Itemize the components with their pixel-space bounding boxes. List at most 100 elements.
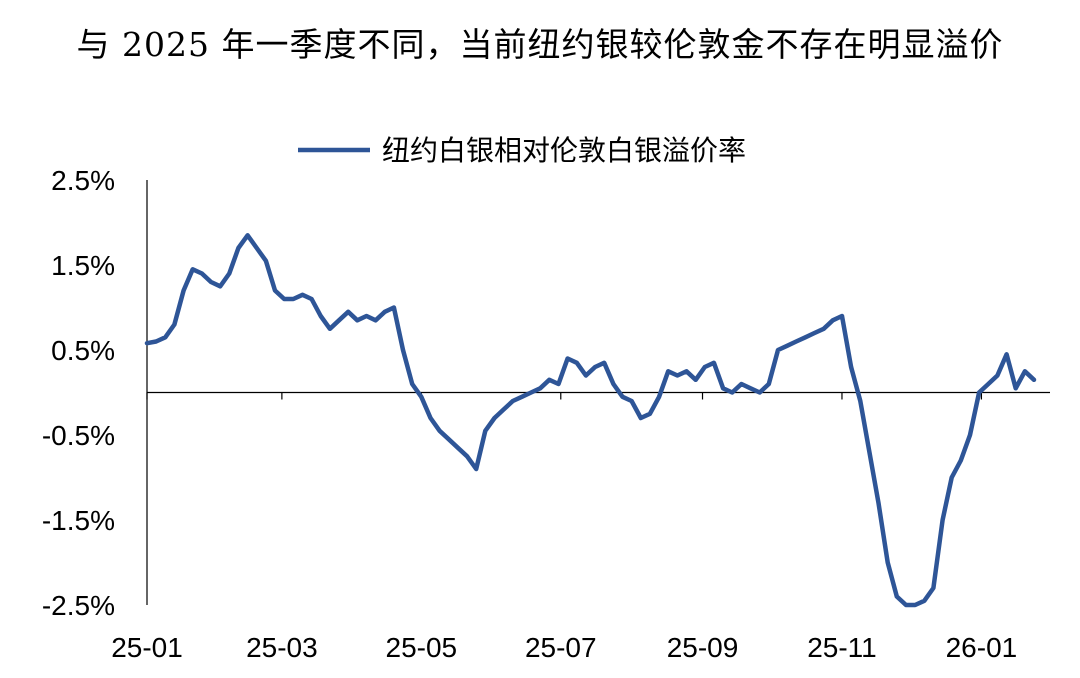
y-tick-label: 1.5%	[51, 250, 115, 281]
data-point	[511, 399, 515, 403]
data-point	[776, 348, 780, 352]
y-tick-label: -1.5%	[42, 505, 115, 536]
data-point	[739, 382, 744, 386]
data-point	[538, 386, 542, 391]
data-point	[181, 288, 186, 293]
data-point	[501, 407, 506, 412]
data-point	[986, 382, 991, 386]
data-point	[885, 560, 890, 565]
data-point	[145, 341, 149, 346]
x-tick-label: 26-01	[946, 632, 1018, 663]
data-point	[940, 518, 945, 522]
data-point	[675, 373, 680, 378]
x-tick-label: 25-01	[111, 632, 183, 663]
data-point	[547, 378, 552, 382]
data-point	[328, 327, 332, 331]
data-point	[520, 395, 524, 399]
data-point	[318, 314, 323, 318]
data-point	[959, 458, 963, 463]
data-point	[849, 365, 853, 369]
legend: 纽约白银相对伦敦白银溢价率	[298, 134, 746, 167]
data-point	[858, 399, 863, 403]
series-lines	[144, 233, 1037, 608]
data-point	[309, 297, 314, 301]
x-tick-label: 25-05	[386, 632, 458, 663]
data-point	[282, 297, 287, 301]
data-point	[172, 322, 177, 327]
data-point	[565, 356, 570, 361]
data-point	[465, 454, 469, 459]
data-point	[949, 475, 954, 480]
data-point	[291, 297, 296, 301]
data-point	[913, 603, 917, 607]
data-point	[821, 327, 826, 331]
data-point	[392, 305, 396, 310]
data-point	[200, 271, 204, 276]
data-point	[401, 348, 405, 352]
data-point	[812, 331, 817, 335]
data-point	[803, 335, 808, 340]
data-point	[474, 467, 479, 471]
data-point	[410, 382, 415, 386]
data-point	[639, 416, 643, 420]
data-point	[895, 594, 899, 599]
x-tick-label: 25-11	[807, 632, 877, 663]
data-point	[593, 365, 597, 369]
data-point	[245, 233, 250, 238]
data-point	[355, 318, 360, 323]
data-point	[419, 395, 424, 399]
data-point	[968, 433, 972, 437]
data-point	[1013, 386, 1018, 391]
data-point	[657, 395, 661, 399]
tick-labels: 2.5% 1.5% 0.5% -0.5% -1.5% -2.5% 25-01 25-03 25-…	[42, 165, 1017, 663]
data-point	[876, 501, 881, 505]
y-tick-label: 0.5%	[51, 335, 115, 366]
data-point	[730, 390, 734, 395]
data-point	[977, 390, 981, 395]
data-point	[483, 429, 488, 433]
data-point	[666, 369, 670, 374]
data-point	[264, 259, 268, 263]
data-point	[364, 314, 369, 318]
data-point	[794, 339, 798, 344]
data-point	[575, 361, 579, 365]
data-point	[620, 395, 625, 399]
data-point	[190, 267, 195, 272]
data-point	[611, 382, 616, 386]
data-point	[428, 416, 433, 420]
x-tick-label: 25-03	[246, 632, 318, 663]
data-point	[767, 382, 771, 386]
data-point	[154, 339, 158, 344]
data-point	[867, 450, 872, 454]
data-point	[785, 344, 789, 348]
data-point	[447, 437, 451, 442]
chart-title: 与 2025 年一季度不同，当前纽约银较伦敦金不存在明显溢价	[76, 25, 1004, 64]
data-point	[273, 288, 277, 293]
data-point	[1032, 378, 1036, 382]
data-point	[748, 386, 753, 391]
data-point	[556, 382, 561, 386]
data-point	[209, 280, 213, 284]
x-tick-label: 25-07	[525, 632, 597, 663]
data-point	[1004, 352, 1009, 357]
data-point	[721, 386, 725, 391]
data-point	[831, 318, 835, 323]
data-point	[218, 284, 222, 289]
data-point	[931, 586, 936, 590]
data-point	[840, 314, 844, 318]
legend-label: 纽约白银相对伦敦白银溢价率	[382, 134, 746, 167]
data-point	[629, 399, 634, 403]
x-tick-label: 25-09	[667, 632, 739, 663]
data-point	[383, 310, 387, 314]
data-point	[584, 373, 588, 378]
axes	[146, 180, 1050, 605]
data-point	[437, 429, 442, 433]
data-point	[373, 318, 378, 323]
data-point	[492, 416, 497, 420]
data-point	[693, 378, 698, 382]
data-point	[236, 246, 241, 250]
data-point	[227, 271, 232, 276]
data-point	[456, 446, 460, 450]
data-point	[163, 335, 168, 340]
